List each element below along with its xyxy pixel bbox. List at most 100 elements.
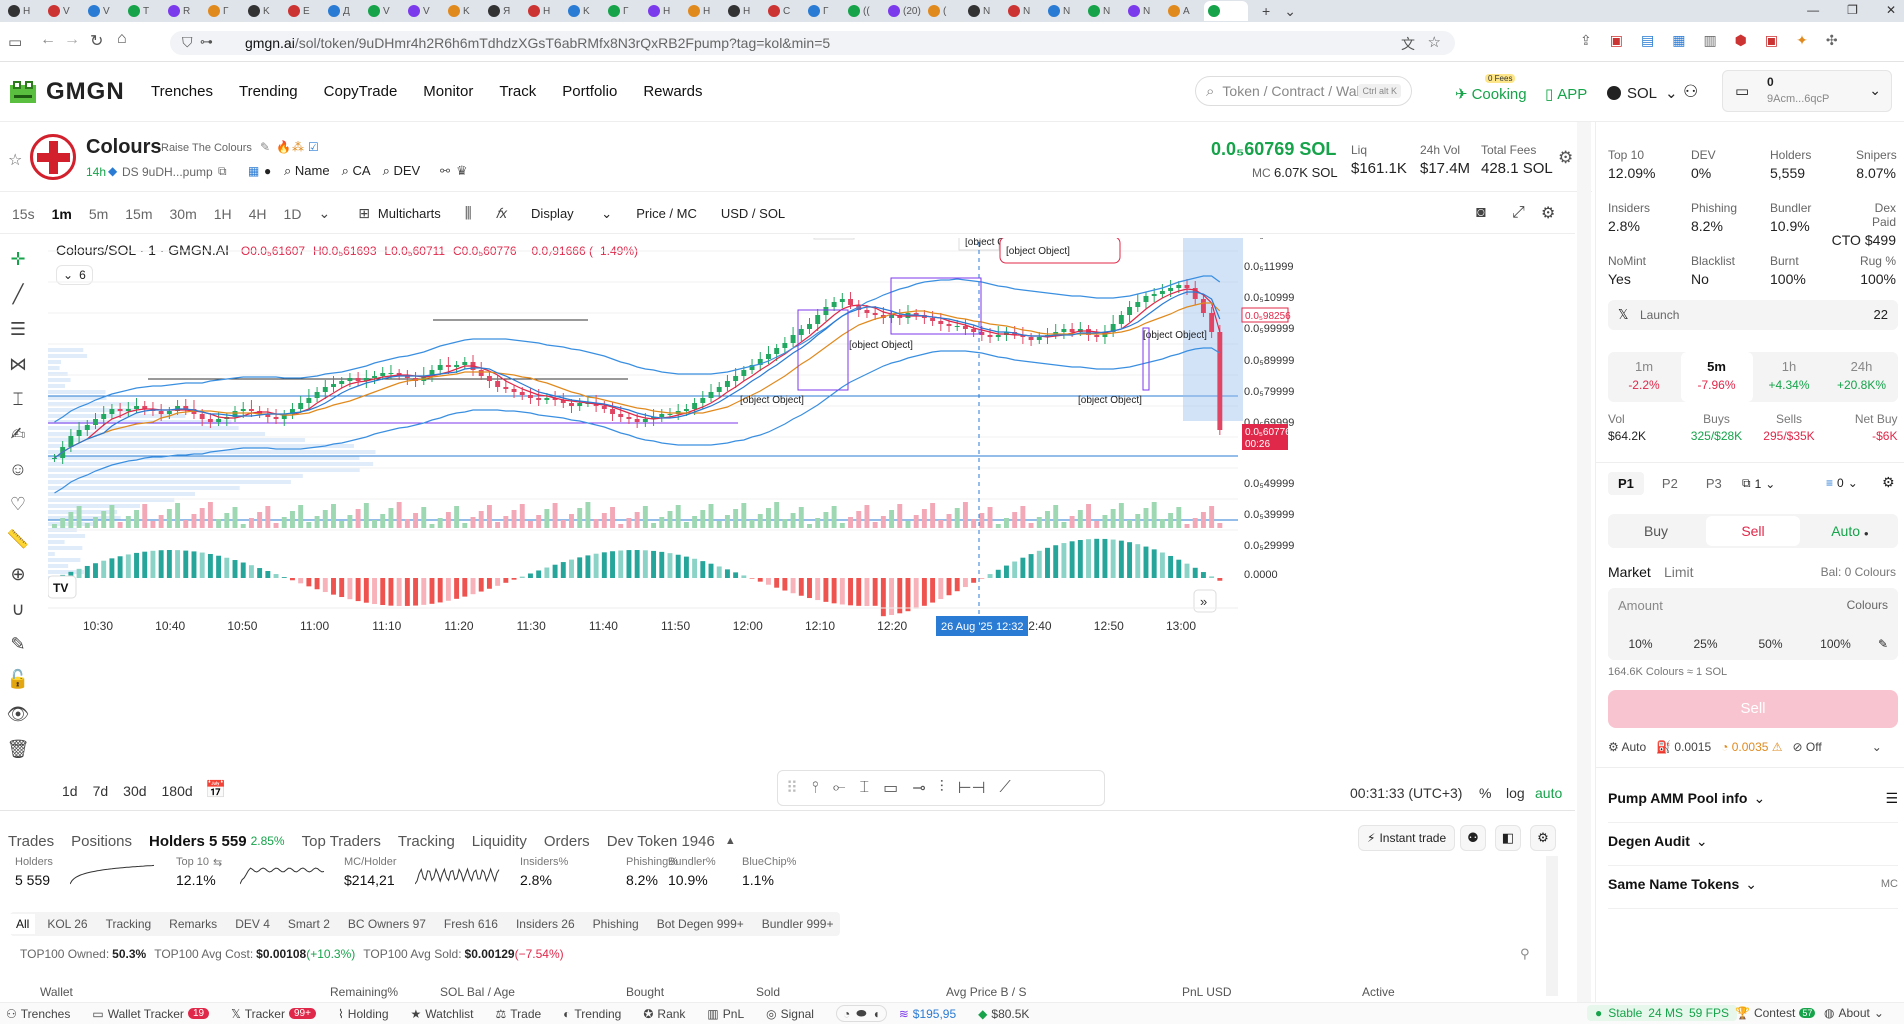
tab-orders[interactable]: Orders	[544, 833, 590, 850]
zoom-in-icon[interactable]: ⊕	[6, 564, 30, 588]
timeframe-24h[interactable]: 24h +20.8K%	[1826, 352, 1898, 402]
extension-stamp-icon[interactable]: ▥	[1703, 32, 1716, 49]
tab-liquidity[interactable]: Liquidity	[472, 833, 527, 850]
horizontal-ray-tool-icon[interactable]: ⟜	[833, 779, 846, 797]
reload-icon[interactable]: ↻	[90, 31, 103, 51]
back-icon[interactable]: ←	[40, 31, 56, 49]
queue-indicator[interactable]: ≡ 0 ⌄	[1826, 476, 1858, 490]
pattern-icon[interactable]: ⋈	[6, 354, 30, 378]
pct-25[interactable]: 25%	[1673, 628, 1738, 660]
log-toggle[interactable]: log	[1506, 785, 1525, 801]
restore-icon[interactable]: ❐	[1847, 3, 1858, 17]
price-chart[interactable]: 0.0₅130000.0₅119990.0₅109990.0₅999990.0₅…	[48, 238, 1570, 798]
filter-chip[interactable]: Insiders 26	[510, 914, 581, 934]
status-trending[interactable]: ◐ Trending	[563, 1007, 621, 1021]
address-bar[interactable]: ⛉ ⊶ gmgn.ai/sol/token/9uDHmr4h2R6h6mTdhd…	[170, 31, 1455, 55]
share-icon[interactable]: ⇪	[1580, 32, 1592, 49]
usd-sol-toggle[interactable]: USD / SOL	[721, 206, 785, 221]
brush-icon[interactable]: ✍	[6, 424, 30, 448]
column-header[interactable]: Remaining%	[330, 985, 440, 999]
column-header[interactable]: Bought	[626, 985, 756, 999]
status-trade[interactable]: ⚖ Trade	[496, 1007, 542, 1021]
chart-settings-icon[interactable]: ⚙	[1541, 203, 1555, 223]
browser-tab[interactable]: N	[1044, 1, 1084, 21]
trendline-icon[interactable]: ╱	[6, 284, 30, 308]
panel-settings-icon[interactable]: ⚙	[1530, 825, 1556, 851]
auto-toggle[interactable]: auto	[1535, 785, 1562, 801]
display-button[interactable]: Display ⌄	[531, 206, 612, 222]
pct-10[interactable]: 10%	[1608, 628, 1673, 660]
app-button[interactable]: ▯ APP	[1545, 85, 1587, 103]
browser-tab[interactable]: ((	[844, 1, 884, 21]
prediction-icon[interactable]: ⌶	[6, 389, 30, 413]
cooking-button[interactable]: ✈ Cooking 0 Fees	[1455, 85, 1527, 103]
trend-line-tool-icon[interactable]: ⟋	[1000, 779, 1011, 797]
list-icon[interactable]: ☰	[1885, 790, 1898, 807]
interval-1m[interactable]: 1m	[52, 206, 72, 222]
browser-tab[interactable]: N	[964, 1, 1004, 21]
filter-chip[interactable]: Bot Degen 999+	[651, 914, 750, 934]
tab-list-icon[interactable]: ⌄	[1284, 3, 1296, 20]
preset-p2[interactable]: P2	[1652, 472, 1688, 495]
indicators-fx-icon[interactable]: 𝑓x	[496, 205, 507, 222]
priority-fee[interactable]: ⛽ 0.0015	[1656, 740, 1711, 754]
filter-chip[interactable]: KOL 26	[41, 914, 93, 934]
home-icon[interactable]: ⌂	[117, 30, 127, 48]
horizontal-line-tool-icon[interactable]: ⊸	[912, 778, 925, 798]
tab-positions[interactable]: Positions	[71, 833, 132, 850]
interval-1h[interactable]: 1H	[214, 206, 232, 222]
browser-tab[interactable]: V	[404, 1, 444, 21]
range-7d[interactable]: 7d	[93, 783, 109, 799]
status-rank[interactable]: ✪ Rank	[643, 1007, 685, 1021]
range-180d[interactable]: 180d	[162, 783, 193, 799]
magnet-icon[interactable]: ∪	[6, 599, 30, 623]
trade-settings-icon[interactable]: ⚙	[1882, 474, 1895, 491]
status-signal[interactable]: ◎ Signal	[766, 1007, 814, 1021]
tab-trades[interactable]: Trades	[8, 833, 54, 850]
status-trenches[interactable]: ⚇ Trenches	[6, 1007, 70, 1021]
close-icon[interactable]: ✕	[1886, 3, 1896, 17]
crosshair-icon[interactable]: ✛	[6, 249, 30, 273]
gmgn-logo[interactable]: GMGN	[8, 78, 125, 106]
date-range-calendar-icon[interactable]: 📅	[205, 780, 226, 800]
range-1d[interactable]: 1d	[62, 783, 78, 799]
extension-abp-icon[interactable]: ⬢	[1735, 32, 1747, 49]
website-icon[interactable]: ▦	[248, 164, 259, 178]
filter-chip[interactable]: Smart 2	[282, 914, 336, 934]
browser-tab[interactable]: H	[724, 1, 764, 21]
translate-icon[interactable]: 文	[1401, 34, 1415, 54]
browser-tab[interactable]: T	[124, 1, 164, 21]
price-range-tool-icon[interactable]: ⌶	[860, 779, 870, 797]
filter-icon[interactable]: ⚲	[1520, 946, 1530, 962]
browser-tab[interactable]	[1204, 1, 1248, 21]
status-watchlist[interactable]: ★ Watchlist	[411, 1007, 474, 1021]
multicharts-button[interactable]: Multicharts	[378, 206, 441, 221]
browser-tab[interactable]: (20) Ba	[884, 1, 924, 21]
long-position-tool-icon[interactable]: ⫯	[812, 779, 819, 797]
limit-tab[interactable]: Limit	[1664, 564, 1694, 580]
copy-icon[interactable]: ⧉	[218, 164, 227, 179]
chain-selector[interactable]: SOL ⌄	[1607, 84, 1678, 102]
browser-tab[interactable]: V	[44, 1, 84, 21]
browser-tab[interactable]: N	[1004, 1, 1044, 21]
section-same-name-tokens[interactable]: Same Name Tokens ⌄ MC	[1608, 866, 1898, 909]
status-holding[interactable]: ⌇ Holding	[338, 1007, 389, 1021]
browser-tab[interactable]: K	[444, 1, 484, 21]
extension-calendar-icon[interactable]: ▦	[1672, 32, 1685, 49]
filter-chip[interactable]: All	[10, 914, 35, 934]
column-header[interactable]: SOL Bal / Age	[440, 985, 626, 999]
nav-rewards[interactable]: Rewards	[643, 83, 702, 100]
lock-icon[interactable]: 🔓	[6, 669, 30, 693]
extension-red-icon[interactable]: ▣	[1765, 32, 1778, 49]
chevron-down-icon[interactable]: ⌄	[1872, 740, 1882, 754]
interval-1d[interactable]: 1D	[284, 206, 302, 222]
browser-tab[interactable]: Γ	[204, 1, 244, 21]
browser-tab[interactable]: K	[564, 1, 604, 21]
browser-tab[interactable]: (	[924, 1, 964, 21]
browser-tab[interactable]: H	[684, 1, 724, 21]
crown-icon[interactable]: ♛	[456, 163, 468, 179]
browser-tab[interactable]: H	[4, 1, 44, 21]
minimize-icon[interactable]: —	[1807, 3, 1819, 17]
interval-30m[interactable]: 30m	[170, 206, 197, 222]
favorite-star-icon[interactable]: ☆	[8, 150, 22, 170]
